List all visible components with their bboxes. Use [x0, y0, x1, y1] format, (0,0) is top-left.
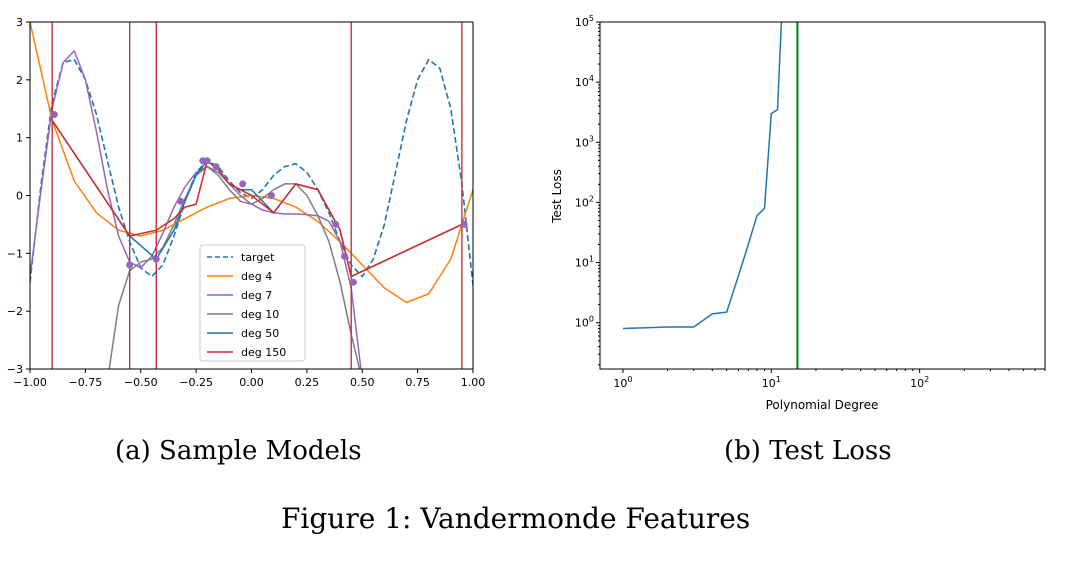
x-tick-label: 102 — [910, 375, 929, 390]
y-tick-label: 2 — [16, 74, 23, 87]
data-point-marker — [267, 192, 275, 199]
data-point-marker — [349, 278, 357, 286]
x-tick-label: −0.75 — [69, 376, 103, 389]
y-tick-label: −3 — [7, 363, 23, 376]
legend-box — [199, 244, 306, 362]
y-tick-label: 0 — [16, 190, 23, 203]
legend: target deg 4 deg 7 deg 10 deg 50 deg 150 — [199, 244, 306, 362]
series-line-target — [30, 58, 473, 286]
x-tick-label: −0.50 — [124, 376, 158, 389]
data-point-marker — [152, 255, 160, 263]
x-tick-label: 0.50 — [350, 376, 375, 389]
y-tick-label: 1 — [16, 132, 23, 145]
legend-label: deg 150 — [241, 346, 286, 359]
sample-models-chart: −1.00 −0.75 −0.50 −0.25 0.00 0.25 0.50 0.75 1.00… — [7, 16, 485, 389]
x-tick-label: 0.75 — [405, 376, 430, 389]
y-tick-label: 105 — [575, 14, 594, 29]
series-line-deg-7 — [30, 50, 362, 369]
y-tick-label: 101 — [575, 255, 594, 270]
y-tick-label: −2 — [7, 305, 23, 318]
data-point-marker — [239, 180, 247, 188]
data-point-marker — [341, 252, 349, 260]
data-point-marker — [177, 197, 185, 205]
legend-label: deg 50 — [241, 327, 279, 340]
y-axis-label: Test Loss — [550, 169, 564, 224]
y-tick-label: 104 — [575, 74, 594, 89]
x-tick-label: 100 — [613, 375, 632, 390]
y-tick-label: 100 — [575, 315, 594, 330]
legend-label: target — [241, 251, 275, 264]
data-point-marker — [203, 157, 211, 165]
y-tick-label: 3 — [16, 16, 23, 29]
x-axis-label: Polynomial Degree — [766, 398, 879, 412]
x-tick-label: 101 — [762, 375, 781, 390]
series-line-deg-150 — [51, 119, 463, 278]
legend-label: deg 4 — [241, 270, 272, 283]
data-point-marker — [332, 220, 340, 228]
y-tick-label: 102 — [575, 194, 594, 209]
data-point-marker — [50, 111, 58, 119]
subcaption-b: (b) Test Loss — [724, 436, 892, 466]
legend-label: deg 10 — [241, 308, 279, 321]
test-loss-chart: 100 101 102 100 101 102 103 104 105 Polynomial … — [550, 14, 1046, 412]
subcaption-a: (a) Sample Models — [115, 436, 362, 466]
x-tick-label: −0.25 — [179, 376, 213, 389]
x-tick-label: 1.00 — [461, 376, 486, 389]
legend-label: deg 7 — [241, 289, 272, 302]
data-point-marker — [126, 261, 134, 269]
test-loss-line — [622, 22, 783, 330]
series-line-deg-10 — [108, 165, 361, 369]
axes-frame-b — [599, 21, 1046, 370]
x-tick-label: 0.00 — [239, 376, 264, 389]
y-tick-label: −1 — [7, 247, 23, 260]
x-tick-label: −1.00 — [13, 376, 47, 389]
figure-caption: Figure 1: Vandermonde Features — [281, 502, 751, 535]
y-tick-label: 103 — [575, 134, 594, 149]
data-point-marker — [460, 220, 468, 228]
x-tick-label: 0.25 — [295, 376, 320, 389]
data-point-marker — [212, 163, 220, 171]
